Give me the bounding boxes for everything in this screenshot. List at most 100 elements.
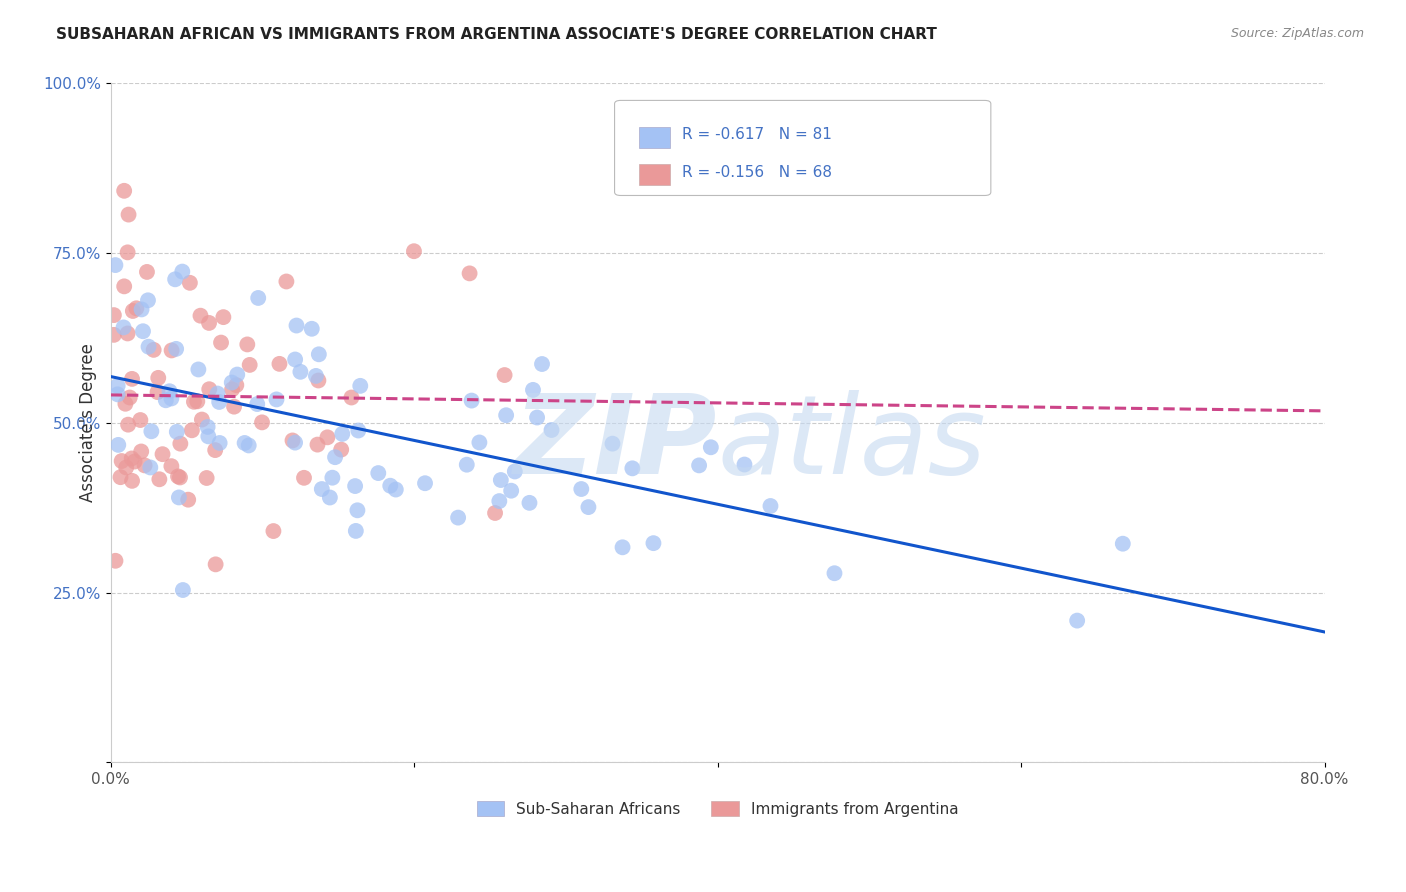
Point [114, 397, 136, 411]
Point [121, 474, 143, 488]
Point [413, 476, 436, 491]
Legend: Sub-Saharan Africans, Immigrants from Argentina: Sub-Saharan Africans, Immigrants from Ar… [471, 795, 965, 822]
Point [456, 458, 478, 472]
Point [319, 491, 342, 505]
Point [250, 416, 273, 430]
Point [136, 265, 159, 279]
Point [125, 301, 148, 316]
Text: Source: ZipAtlas.com: Source: ZipAtlas.com [1230, 27, 1364, 40]
Point [759, 499, 782, 513]
Point [112, 279, 135, 293]
Point [208, 436, 231, 450]
Point [578, 500, 600, 515]
Point [197, 420, 219, 434]
Point [112, 320, 135, 334]
Point [292, 471, 315, 485]
Point [121, 372, 143, 386]
Point [112, 184, 135, 198]
Point [103, 327, 125, 342]
Point [152, 447, 174, 461]
Point [346, 503, 368, 517]
Point [643, 536, 665, 550]
Text: R = -0.617   N = 81: R = -0.617 N = 81 [682, 128, 832, 142]
Point [519, 496, 541, 510]
Point [612, 541, 634, 555]
Point [190, 309, 212, 323]
Point [501, 483, 523, 498]
Point [305, 368, 328, 383]
Point [212, 310, 235, 325]
Point [167, 469, 190, 483]
Point [349, 379, 371, 393]
Point [503, 465, 526, 479]
Point [136, 293, 159, 308]
Point [148, 472, 170, 486]
Point [460, 393, 482, 408]
Point [602, 436, 624, 450]
Point [124, 454, 146, 468]
Point [104, 258, 127, 272]
Point [104, 554, 127, 568]
Point [688, 458, 710, 473]
Point [148, 371, 170, 385]
Point [347, 424, 370, 438]
Point [522, 383, 544, 397]
Point [177, 492, 200, 507]
FancyBboxPatch shape [638, 128, 669, 147]
Point [367, 466, 389, 480]
Point [385, 483, 408, 497]
Point [269, 357, 291, 371]
Point [1112, 537, 1135, 551]
Point [380, 479, 402, 493]
Point [172, 264, 194, 278]
Point [484, 506, 506, 520]
Point [166, 425, 188, 439]
Point [233, 436, 256, 450]
Point [247, 291, 270, 305]
Point [129, 413, 152, 427]
FancyBboxPatch shape [614, 101, 991, 195]
Point [290, 365, 312, 379]
Point [311, 482, 333, 496]
Point [316, 430, 339, 444]
Point [155, 393, 177, 408]
Text: atlas: atlas [717, 390, 987, 497]
Point [117, 245, 139, 260]
Point [207, 386, 229, 401]
Point [121, 304, 143, 318]
Point [139, 460, 162, 475]
Point [107, 438, 129, 452]
Point [198, 382, 221, 396]
Point [107, 379, 129, 393]
Point [236, 337, 259, 351]
Point [159, 384, 181, 399]
Point [118, 391, 141, 405]
Point [117, 208, 139, 222]
Point [526, 410, 548, 425]
Point [344, 479, 367, 493]
Point [111, 454, 134, 468]
Point [115, 460, 138, 475]
Point [195, 471, 218, 485]
Point [489, 473, 512, 487]
Point [246, 397, 269, 411]
FancyBboxPatch shape [638, 164, 669, 185]
Point [281, 434, 304, 448]
Point [222, 400, 245, 414]
Point [226, 368, 249, 382]
Point [167, 491, 190, 505]
Point [180, 423, 202, 437]
Text: R = -0.156   N = 68: R = -0.156 N = 68 [682, 165, 832, 180]
Point [238, 438, 260, 452]
Point [307, 437, 329, 451]
Y-axis label: Associate's Degree: Associate's Degree [79, 343, 97, 502]
Point [169, 436, 191, 450]
Point [344, 524, 367, 538]
Point [208, 395, 231, 409]
Point [824, 566, 846, 581]
Point [160, 343, 183, 358]
Point [131, 302, 153, 317]
Point [117, 417, 139, 432]
Point [488, 494, 510, 508]
Text: ZIP: ZIP [515, 390, 717, 497]
